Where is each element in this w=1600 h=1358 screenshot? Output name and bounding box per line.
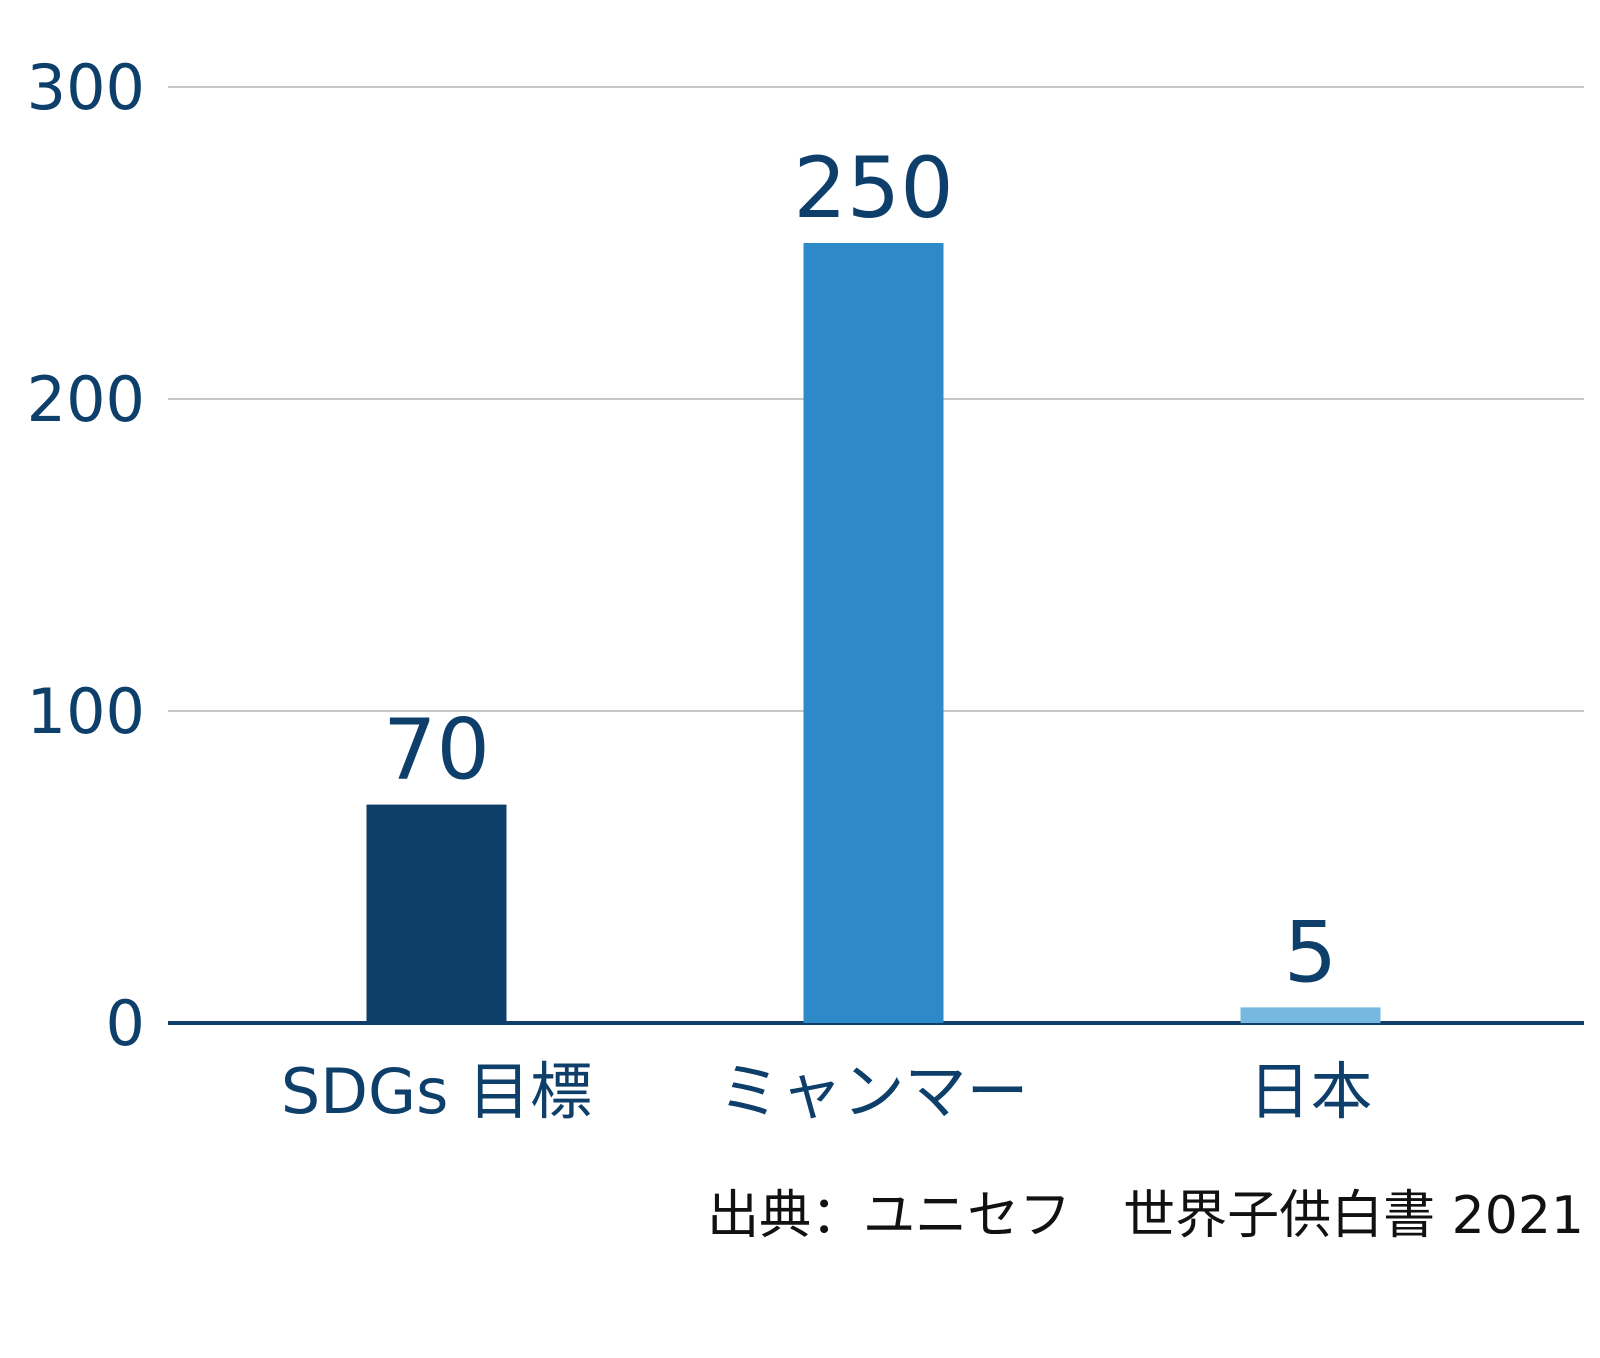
data-label: 250	[793, 139, 953, 237]
bar	[803, 243, 944, 1023]
data-label: 70	[383, 701, 490, 799]
y-tick-label: 100	[27, 675, 145, 748]
y-tick-label: 200	[27, 363, 145, 436]
x-tick-label: 日本	[1248, 1055, 1372, 1128]
source-label: 出典：ユニセフ 世界子供白書 2021	[707, 1186, 1584, 1246]
bar	[366, 804, 507, 1023]
y-tick-label: 300	[27, 51, 145, 124]
y-tick-label: 0	[106, 987, 145, 1060]
bar	[1240, 1007, 1381, 1023]
data-label: 5	[1284, 903, 1337, 1001]
x-tick-label: SDGs 目標	[281, 1055, 592, 1128]
label-layer: 0 100 200 300 70 SDGs 目標 250 ミャンマー 5 日本	[27, 51, 1373, 1128]
bar-layer	[366, 243, 1381, 1023]
x-tick-label: ミャンマー	[718, 1055, 1028, 1128]
